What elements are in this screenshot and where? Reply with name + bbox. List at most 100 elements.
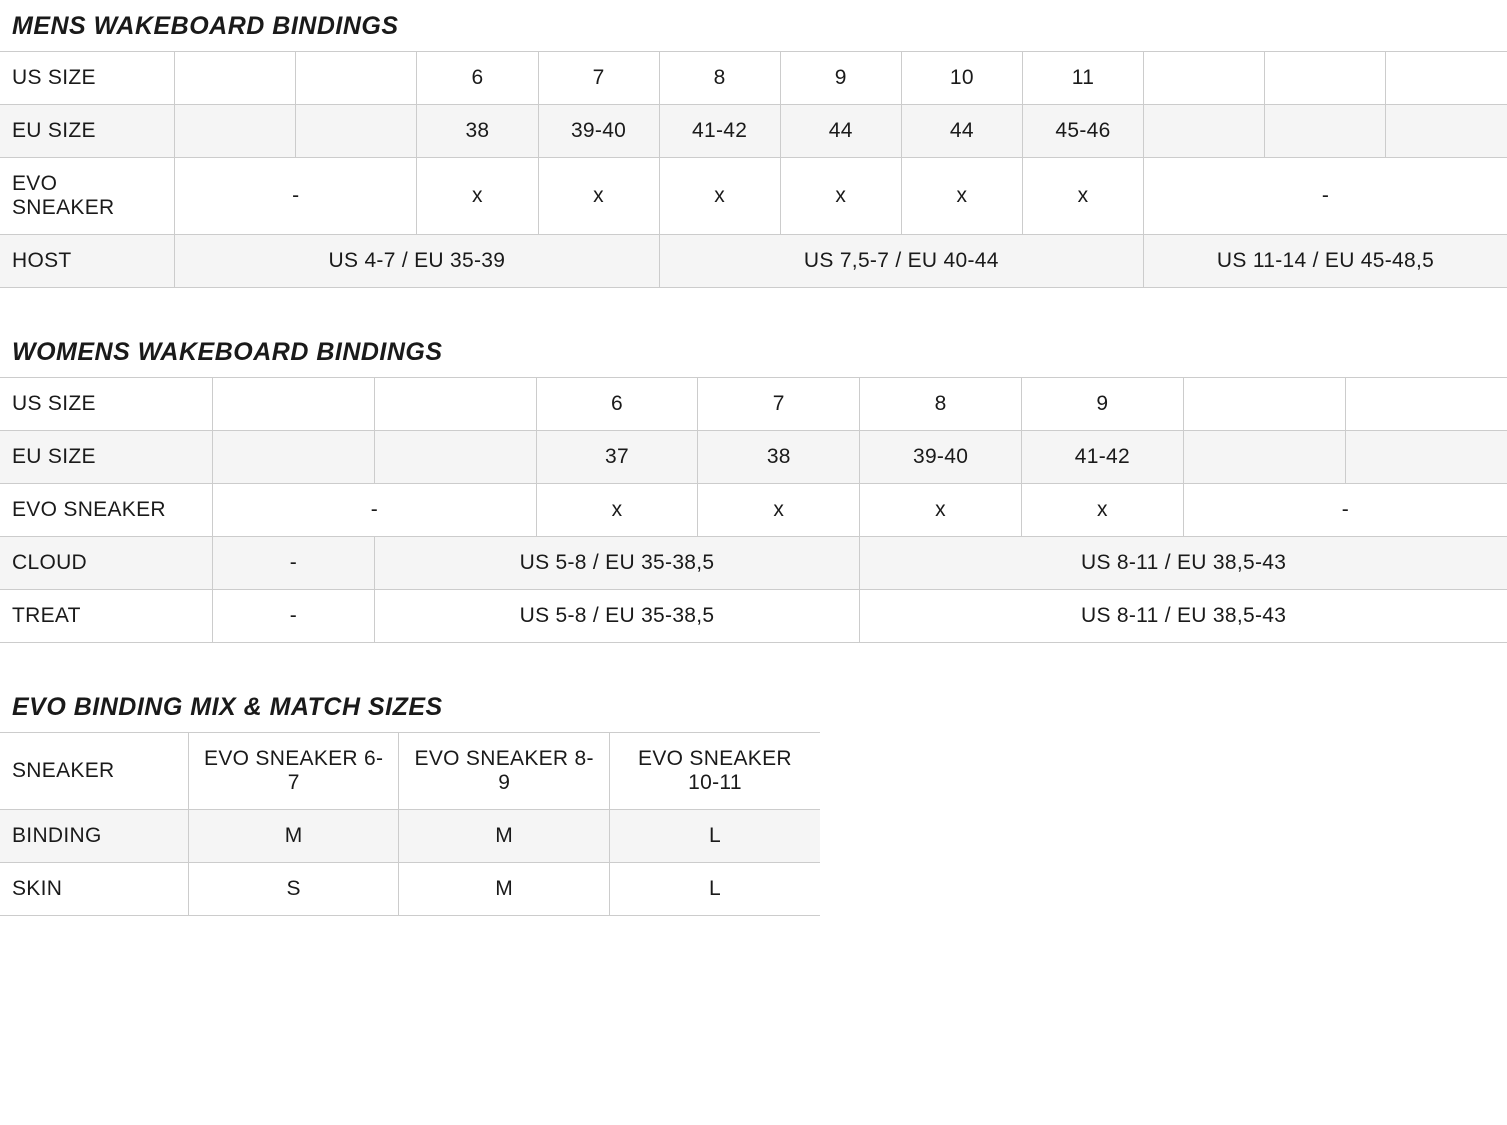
cell: -	[1183, 484, 1507, 537]
cell: x	[698, 484, 860, 537]
cell: x	[659, 158, 780, 235]
womens-treat-row: TREAT - US 5-8 / EU 35-38,5 US 8-11 / EU…	[0, 590, 1507, 643]
cell: US 5-8 / EU 35-38,5	[374, 590, 859, 643]
cell: -	[213, 484, 537, 537]
cell: 44	[780, 105, 901, 158]
cell: 41-42	[1021, 431, 1183, 484]
cell	[213, 431, 375, 484]
cell	[1144, 105, 1265, 158]
cell: EVO SNEAKER 10-11	[609, 733, 820, 810]
row-label: EU SIZE	[0, 431, 213, 484]
cell: 11	[1022, 52, 1143, 105]
row-label: HOST	[0, 235, 175, 288]
cell	[1386, 105, 1507, 158]
cell: x	[860, 484, 1022, 537]
cell	[1345, 378, 1507, 431]
cell: -	[213, 537, 375, 590]
evo-mix-match-table: EVO BINDING MIX & MATCH SIZES SNEAKER EV…	[0, 681, 820, 916]
cell	[1345, 431, 1507, 484]
womens-evo-sneaker-row: EVO SNEAKER - x x x x -	[0, 484, 1507, 537]
cell: M	[188, 810, 399, 863]
cell: US 11-14 / EU 45-48,5	[1144, 235, 1507, 288]
cell: 44	[901, 105, 1022, 158]
cell: 38	[417, 105, 538, 158]
mens-us-size-row: US SIZE 6 7 8 9 10 11	[0, 52, 1507, 105]
evo-sneaker-row: SNEAKER EVO SNEAKER 6-7 EVO SNEAKER 8-9 …	[0, 733, 820, 810]
cell: 9	[780, 52, 901, 105]
cell: x	[417, 158, 538, 235]
cell: EVO SNEAKER 6-7	[188, 733, 399, 810]
cell: x	[536, 484, 698, 537]
cell	[175, 105, 296, 158]
cell: 41-42	[659, 105, 780, 158]
row-label: US SIZE	[0, 52, 175, 105]
cell	[175, 52, 296, 105]
cell: L	[609, 863, 820, 916]
cell	[213, 378, 375, 431]
evo-mix-title: EVO BINDING MIX & MATCH SIZES	[0, 681, 820, 733]
cell	[1144, 52, 1265, 105]
mens-host-row: HOST US 4-7 / EU 35-39 US 7,5-7 / EU 40-…	[0, 235, 1507, 288]
womens-bindings-table: WOMENS WAKEBOARD BINDINGS US SIZE 6 7 8 …	[0, 326, 1507, 643]
cell: 39-40	[538, 105, 659, 158]
cell: -	[1144, 158, 1507, 235]
mens-title: MENS WAKEBOARD BINDINGS	[0, 0, 1507, 52]
cell: 39-40	[860, 431, 1022, 484]
cell: x	[1022, 158, 1143, 235]
cell	[1183, 431, 1345, 484]
row-label: EU SIZE	[0, 105, 175, 158]
cell: 9	[1021, 378, 1183, 431]
row-label: US SIZE	[0, 378, 213, 431]
evo-skin-row: SKIN S M L	[0, 863, 820, 916]
cell: 8	[860, 378, 1022, 431]
cell: x	[538, 158, 659, 235]
cell: M	[399, 810, 610, 863]
cell	[296, 105, 417, 158]
cell	[374, 431, 536, 484]
cell	[296, 52, 417, 105]
cell	[1386, 52, 1507, 105]
cell: 8	[659, 52, 780, 105]
womens-title: WOMENS WAKEBOARD BINDINGS	[0, 326, 1507, 378]
mens-evo-sneaker-row: EVO SNEAKER - x x x x x x -	[0, 158, 1507, 235]
cell: EVO SNEAKER 8-9	[399, 733, 610, 810]
row-label: TREAT	[0, 590, 213, 643]
row-label: EVO SNEAKER	[0, 484, 213, 537]
evo-binding-row: BINDING M M L	[0, 810, 820, 863]
cell: 7	[538, 52, 659, 105]
cell	[1265, 105, 1386, 158]
womens-cloud-row: CLOUD - US 5-8 / EU 35-38,5 US 8-11 / EU…	[0, 537, 1507, 590]
row-label: EVO SNEAKER	[0, 158, 175, 235]
cell: 45-46	[1022, 105, 1143, 158]
cell	[1183, 378, 1345, 431]
cell: x	[1021, 484, 1183, 537]
cell: 7	[698, 378, 860, 431]
cell: 10	[901, 52, 1022, 105]
cell	[1265, 52, 1386, 105]
cell: 37	[536, 431, 698, 484]
cell: US 8-11 / EU 38,5-43	[860, 590, 1507, 643]
cell: x	[901, 158, 1022, 235]
cell: 6	[417, 52, 538, 105]
cell: US 4-7 / EU 35-39	[175, 235, 659, 288]
cell: US 5-8 / EU 35-38,5	[374, 537, 859, 590]
cell: M	[399, 863, 610, 916]
womens-us-size-row: US SIZE 6 7 8 9	[0, 378, 1507, 431]
cell: 6	[536, 378, 698, 431]
womens-eu-size-row: EU SIZE 37 38 39-40 41-42	[0, 431, 1507, 484]
mens-bindings-table: MENS WAKEBOARD BINDINGS US SIZE 6 7 8 9 …	[0, 0, 1507, 288]
cell: -	[213, 590, 375, 643]
mens-eu-size-row: EU SIZE 38 39-40 41-42 44 44 45-46	[0, 105, 1507, 158]
cell: 38	[698, 431, 860, 484]
row-label: SKIN	[0, 863, 188, 916]
cell	[374, 378, 536, 431]
cell: -	[175, 158, 417, 235]
row-label: CLOUD	[0, 537, 213, 590]
cell: S	[188, 863, 399, 916]
row-label: BINDING	[0, 810, 188, 863]
cell: US 8-11 / EU 38,5-43	[860, 537, 1507, 590]
cell: L	[609, 810, 820, 863]
cell: US 7,5-7 / EU 40-44	[659, 235, 1143, 288]
cell: x	[780, 158, 901, 235]
row-label: SNEAKER	[0, 733, 188, 810]
